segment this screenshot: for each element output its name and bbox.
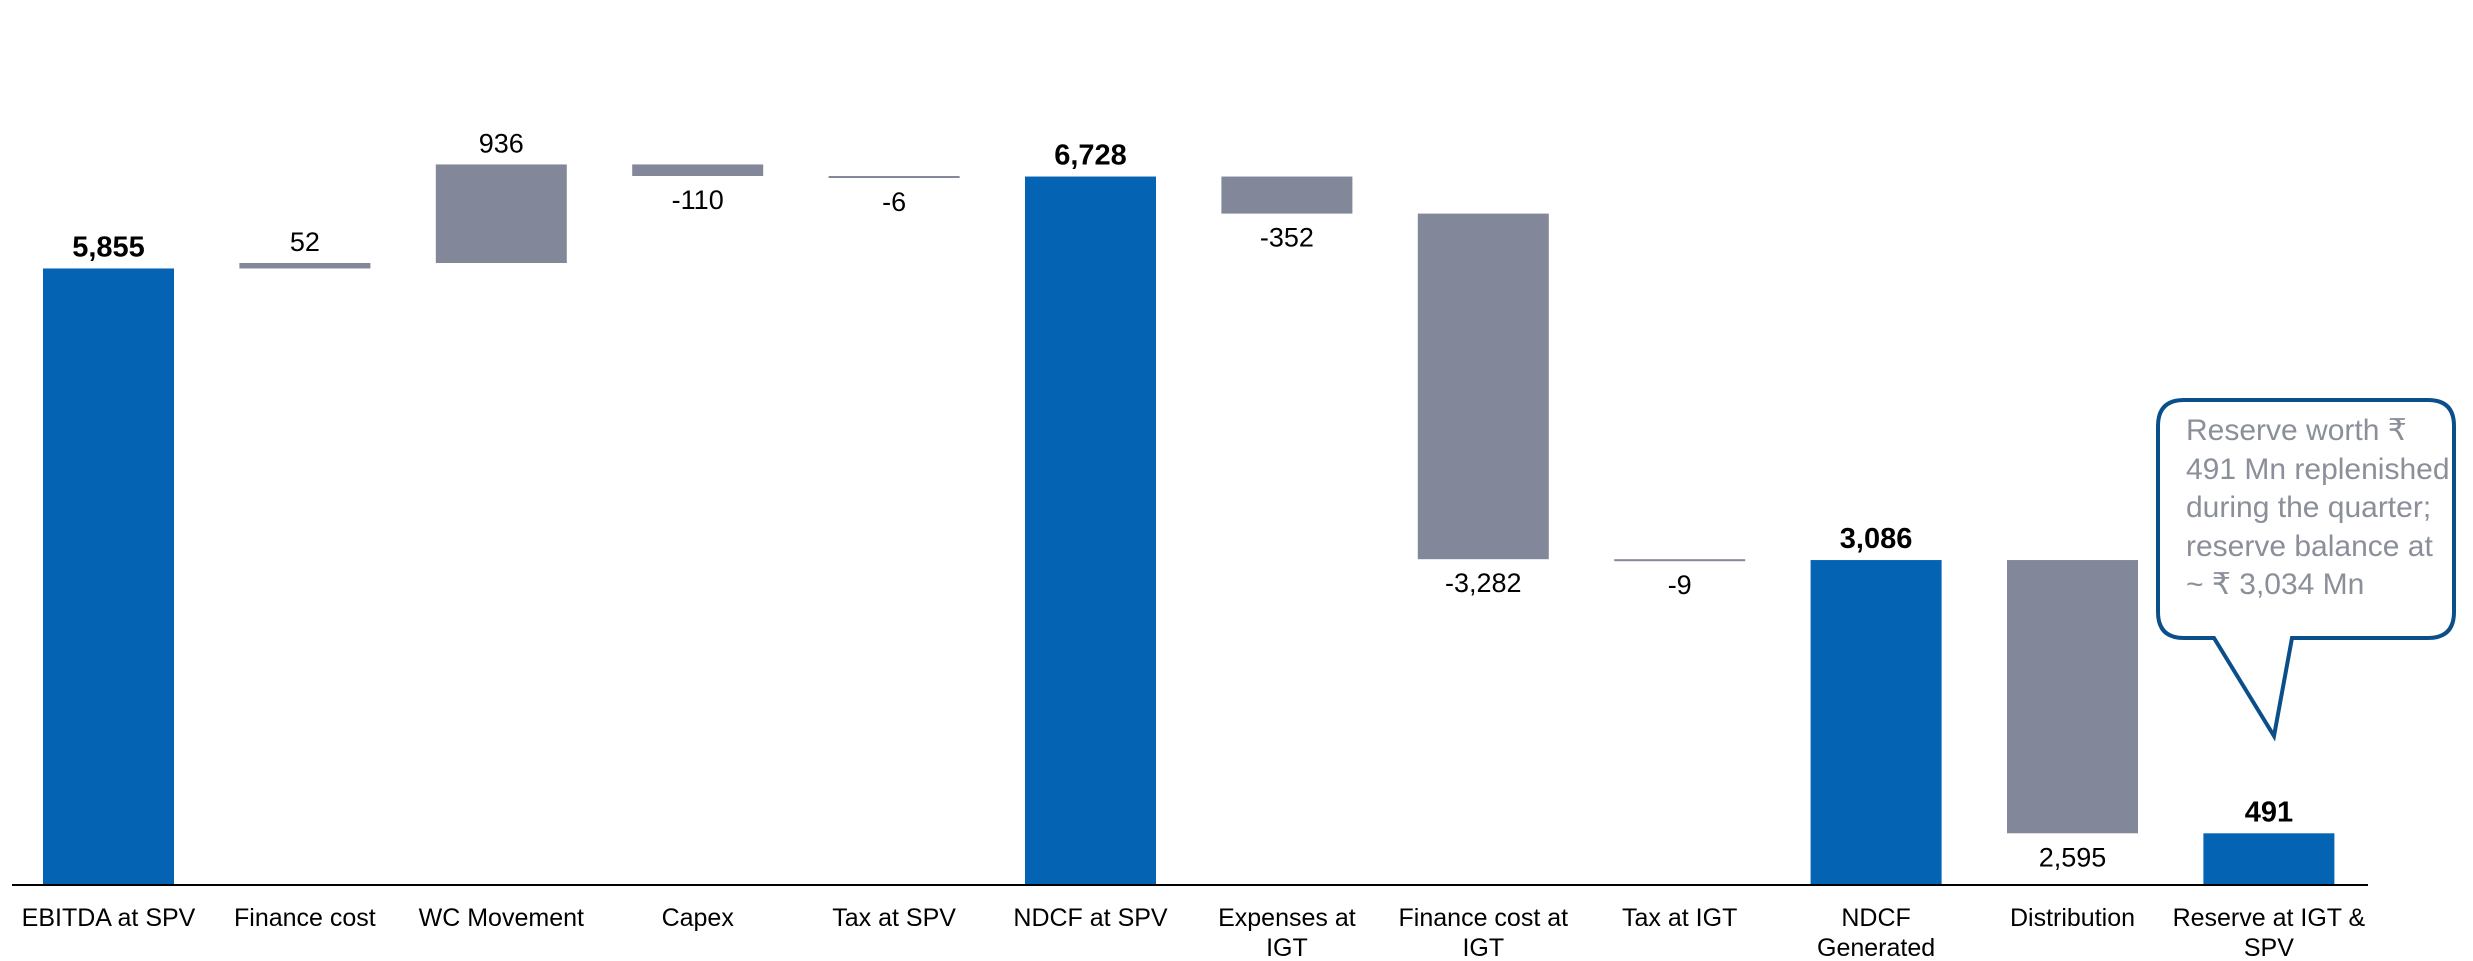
bars-group xyxy=(43,164,2335,885)
bar-0 xyxy=(43,268,174,885)
value-label-5: 6,728 xyxy=(1054,140,1127,172)
value-label-8: -9 xyxy=(1668,570,1692,600)
value-label-3: -110 xyxy=(672,185,724,215)
callout-text: Reserve worth ₹ 491 Mn replenished durin… xyxy=(2186,414,2450,601)
value-label-2: 936 xyxy=(479,128,524,158)
bar-6 xyxy=(1221,176,1353,214)
category-label-3: Capex xyxy=(662,904,735,932)
value-label-10: 2,595 xyxy=(2039,842,2107,872)
value-label-1: 52 xyxy=(290,227,320,257)
bar-8 xyxy=(1614,559,1746,562)
category-label-2: WC Movement xyxy=(419,904,584,932)
category-label-0: EBITDA at SPV xyxy=(22,904,196,932)
bar-10 xyxy=(2007,560,2138,834)
bar-1 xyxy=(239,262,371,269)
bar-7 xyxy=(1417,213,1549,560)
category-label-11: Reserve at IGT & SPV xyxy=(2173,904,2366,961)
bar-3 xyxy=(632,164,764,177)
bar-5 xyxy=(1025,176,1156,885)
value-labels-group: 5,855 52 936 -110 -6 6,728 -352 -3,282 -9 3,086 2,… xyxy=(72,128,2293,872)
value-label-7: -3,282 xyxy=(1445,568,1522,598)
callout-bubble xyxy=(2156,398,2456,742)
category-label-8: Tax at IGT xyxy=(1622,904,1737,932)
bar-11 xyxy=(2203,833,2335,885)
bar-9 xyxy=(1810,560,1942,885)
category-labels-group: EBITDA at SPV Finance cost WC Movement Cape… xyxy=(22,904,2366,961)
value-label-11: 491 xyxy=(2245,796,2293,828)
bar-2 xyxy=(435,164,567,263)
category-label-9: NDCF Generated xyxy=(1817,904,1935,961)
bar-4 xyxy=(828,176,960,179)
category-label-10: Distribution xyxy=(2010,904,2135,932)
value-label-4: -6 xyxy=(882,187,906,217)
value-label-0: 5,855 xyxy=(72,231,145,263)
category-label-7: Finance cost at IGT xyxy=(1399,904,1569,961)
value-label-6: -352 xyxy=(1260,223,1314,253)
category-label-4: Tax at SPV xyxy=(832,904,956,932)
category-label-1: Finance cost xyxy=(234,904,376,932)
value-label-9: 3,086 xyxy=(1840,523,1913,555)
category-label-6: Expenses at IGT xyxy=(1218,904,1356,961)
category-label-5: NDCF at SPV xyxy=(1013,904,1168,932)
